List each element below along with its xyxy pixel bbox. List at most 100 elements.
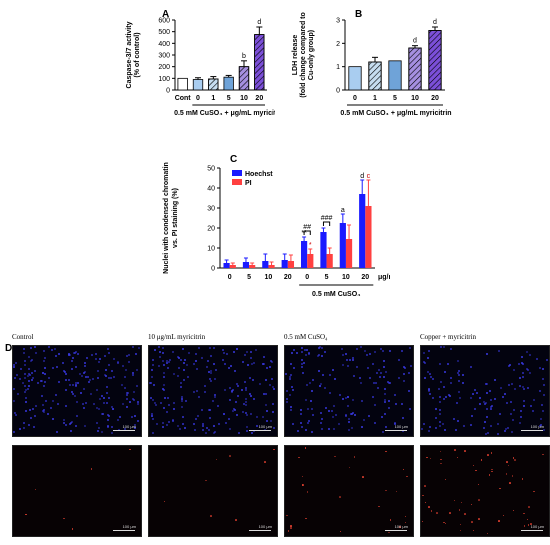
x-axis-suffix: μg/mL myricitrin — [378, 274, 390, 281]
y-tick-label: 100 — [158, 76, 170, 83]
bar — [326, 254, 333, 268]
panel-label-d: D — [5, 343, 13, 354]
bar — [300, 241, 308, 268]
x-tick-label: 10 — [265, 274, 273, 281]
significance-label: c — [367, 173, 371, 180]
pi-image: 100 μm — [148, 445, 278, 537]
y-tick-label: 40 — [207, 186, 215, 193]
x-axis-label: 0.5 mM CuSO₄ + μg/mL myricitrin — [340, 110, 451, 117]
y-tick-label: 1 — [336, 64, 340, 71]
x-tick-label: 10 — [342, 274, 350, 281]
scale-bar-label: 100 μm — [530, 424, 544, 429]
scale-bar-label: 100 μm — [122, 524, 136, 529]
hoechst-image: 100 μm — [12, 345, 142, 437]
x-tick-label: 20 — [431, 95, 439, 102]
legend-label: Hoechst — [245, 171, 273, 178]
scale-bar-label: 100 μm — [122, 424, 136, 429]
bar-hatch — [428, 30, 442, 91]
pi-image: 100 μm — [12, 445, 142, 537]
bar — [223, 76, 234, 91]
x-tick-label: 20 — [361, 274, 369, 281]
y-axis-label: Nuclei with condensed chromatin — [163, 162, 170, 274]
y-tick-label: 10 — [207, 246, 215, 253]
bar — [339, 223, 346, 268]
x-tick-label: 5 — [227, 95, 231, 102]
x-tick-label: 5 — [393, 95, 397, 102]
bar-hatch — [408, 47, 422, 91]
x-tick-label: 0 — [228, 274, 232, 281]
x-tick-label: 0 — [196, 95, 200, 102]
hoechst-image: 100 μm — [420, 345, 550, 437]
bar — [388, 60, 402, 91]
y-axis-label: Caspase-3/7 activity — [126, 21, 133, 88]
significance-label: * — [309, 242, 312, 249]
x-tick-label: 0 — [305, 274, 309, 281]
y-tick-label: 3 — [336, 18, 340, 25]
bar — [242, 262, 250, 268]
microscopy-title: 10 μg/mL myricitrin — [148, 333, 206, 341]
significance-label: d — [433, 19, 437, 26]
y-tick-label: 50 — [207, 166, 215, 173]
legend-swatch — [232, 179, 242, 185]
bracket-label: ## — [303, 224, 311, 231]
microscopy-title: 0.5 mM CuSO₄ — [284, 333, 328, 341]
y-tick-label: 600 — [158, 18, 170, 25]
pi-image: 100 μm — [420, 445, 550, 537]
comparison-bracket — [322, 221, 331, 226]
panel-label-c: C — [230, 154, 237, 165]
y-tick-label: 2 — [336, 41, 340, 48]
bar — [281, 260, 288, 268]
group-label: 0.5 mM CuSO₄ — [312, 291, 360, 298]
chart-b: B 0 1 2 3 LDH release (fold change compared t… — [292, 9, 452, 117]
significance-label: d — [413, 38, 417, 45]
x-tick-label: 5 — [325, 274, 329, 281]
scale-bar-label: 100 μm — [394, 524, 408, 529]
y-tick-label: 500 — [158, 29, 170, 36]
microscopy-title: Control — [12, 333, 34, 341]
x-tick-label: Cont — [175, 95, 192, 102]
hoechst-image: 100 μm — [284, 345, 414, 437]
x-tick-label: 1 — [373, 95, 377, 102]
significance-label: b — [242, 53, 246, 60]
bar — [287, 261, 295, 268]
bracket-label: ### — [321, 215, 333, 222]
y-axis-label: (% of control) — [134, 32, 141, 77]
y-tick-label: 400 — [158, 41, 170, 48]
y-tick-label: 0 — [211, 266, 215, 273]
scale-bar-label: 100 μm — [258, 424, 272, 429]
x-axis-label: 0.5 mM CuSO₄ + μg/mL myricitrin — [174, 110, 275, 117]
y-axis-label: Cu-only group) — [308, 30, 315, 80]
y-tick-label: 300 — [158, 53, 170, 60]
bar — [365, 206, 372, 268]
y-tick-label: 20 — [207, 226, 215, 233]
bar-hatch — [208, 78, 219, 91]
bar — [223, 263, 230, 268]
legend-label: PI — [245, 180, 252, 187]
y-axis-label: (fold change compared to — [300, 12, 307, 98]
bar-hatch — [368, 61, 382, 91]
panel-label-a: A — [162, 9, 169, 20]
significance-label: d — [360, 173, 364, 180]
microscopy-title: Copper + myricitrin — [420, 333, 477, 341]
y-tick-label: 30 — [207, 206, 215, 213]
y-axis-label: LDH release — [292, 35, 299, 76]
scale-bar-label: 100 μm — [530, 524, 544, 529]
bar — [177, 77, 188, 91]
bar — [229, 265, 236, 268]
scale-bar-label: 100 μm — [258, 524, 272, 529]
pi-image: 100 μm — [284, 445, 414, 537]
bar — [249, 265, 256, 268]
x-tick-label: 1 — [211, 95, 215, 102]
x-tick-label: 10 — [411, 95, 419, 102]
comparison-bracket — [303, 230, 311, 235]
scale-bar-label: 100 μm — [394, 424, 408, 429]
bar — [345, 239, 353, 268]
bar — [348, 66, 362, 91]
x-tick-label: 0 — [353, 95, 357, 102]
bar-hatch — [238, 66, 250, 91]
bar — [268, 265, 275, 268]
x-tick-label: 5 — [247, 274, 251, 281]
bar — [359, 194, 366, 268]
